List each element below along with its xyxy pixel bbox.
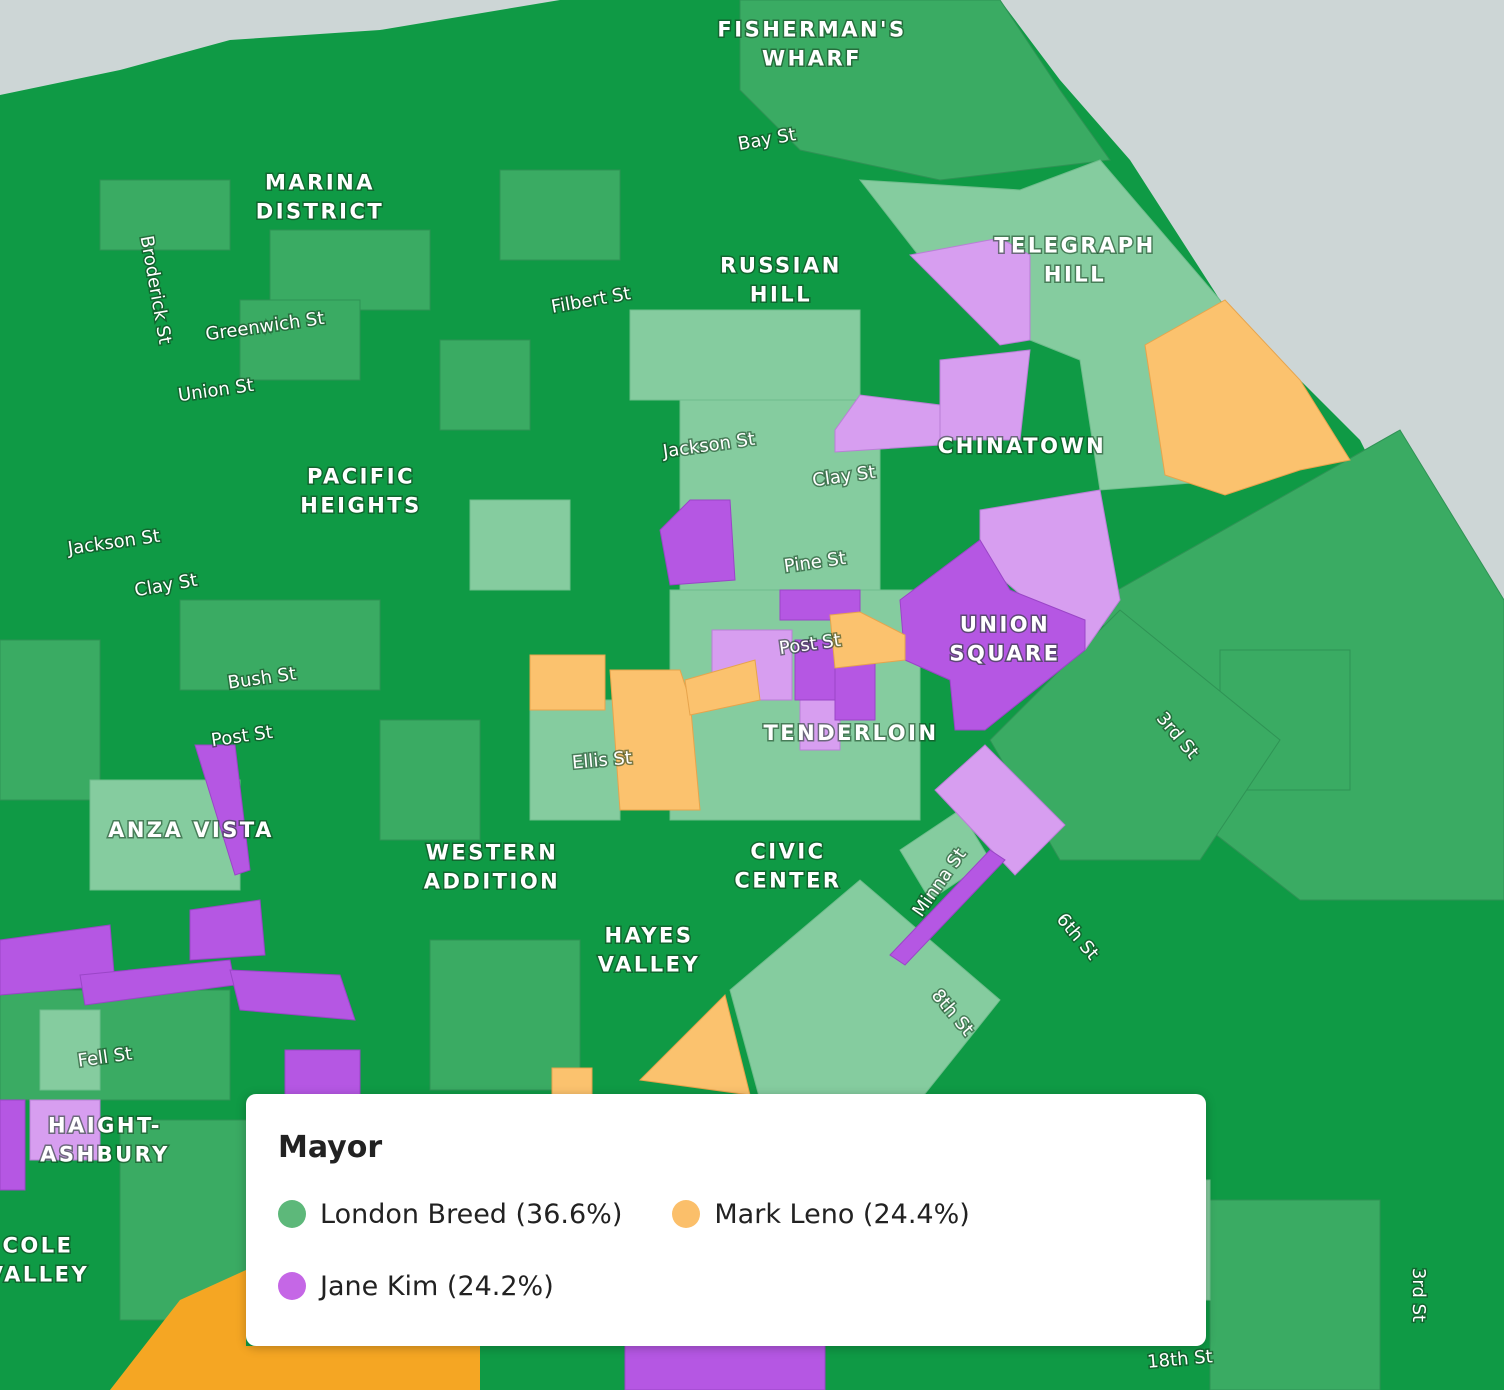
neighborhood-label: WHARF xyxy=(762,47,862,71)
legend-label: Mark Leno (24.4%) xyxy=(714,1198,970,1230)
neighborhood-label: TELEGRAPH xyxy=(994,234,1156,258)
legend-label: Jane Kim (24.2%) xyxy=(320,1270,554,1302)
neighborhood-label: ASHBURY xyxy=(40,1143,170,1167)
street-label: Ellis St xyxy=(571,747,633,773)
precincts-orange xyxy=(529,299,1351,1099)
legend-swatch xyxy=(278,1272,306,1300)
legend-title: Mayor xyxy=(278,1130,383,1165)
legend: Mayor London Breed (36.6%) Mark Leno (24.… xyxy=(246,1094,1206,1346)
neighborhood-label: HAIGHT- xyxy=(48,1114,162,1138)
neighborhood-label: HEIGHTS xyxy=(300,494,422,518)
legend-label: London Breed (36.6%) xyxy=(320,1198,623,1230)
legend-swatch xyxy=(278,1200,306,1228)
neighborhood-label: CHINATOWN xyxy=(938,434,1106,458)
precincts-dark-orange xyxy=(110,1270,480,1390)
neighborhood-label: ADDITION xyxy=(424,870,561,894)
neighborhood-label: RUSSIAN xyxy=(720,254,842,278)
neighborhood-label: CIVIC xyxy=(750,840,825,864)
neighborhood-label: ANZA VISTA xyxy=(108,818,274,842)
neighborhood-label: HAYES xyxy=(605,924,694,948)
neighborhood-label: SQUARE xyxy=(949,642,1060,666)
neighborhood-label: MARINA xyxy=(265,171,375,195)
neighborhood-label: HILL xyxy=(750,283,812,307)
legend-swatch xyxy=(672,1200,701,1228)
neighborhood-label: PACIFIC xyxy=(307,465,415,489)
legend-item: Mark Leno (24.4%) xyxy=(672,1191,970,1237)
neighborhood-label: VALLEY xyxy=(0,1263,89,1287)
neighborhood-label: CENTER xyxy=(734,869,841,893)
neighborhood-label: UNION xyxy=(960,613,1050,637)
legend-item: Jane Kim (24.2%) xyxy=(278,1263,554,1309)
legend-items: London Breed (36.6%) Mark Leno (24.4%) Jan… xyxy=(278,1191,1174,1335)
legend-item: London Breed (36.6%) xyxy=(278,1191,622,1237)
neighborhood-label: TENDERLOIN xyxy=(763,721,938,745)
street-label: 3rd St xyxy=(1408,1268,1429,1322)
neighborhood-label: HILL xyxy=(1044,263,1106,287)
neighborhood-label: WESTERN xyxy=(426,841,559,865)
neighborhood-label: DISTRICT xyxy=(256,200,384,224)
neighborhood-label: FISHERMAN'S xyxy=(717,18,906,42)
neighborhood-label: VALLEY xyxy=(598,953,700,977)
neighborhood-label: COLE xyxy=(3,1234,74,1258)
